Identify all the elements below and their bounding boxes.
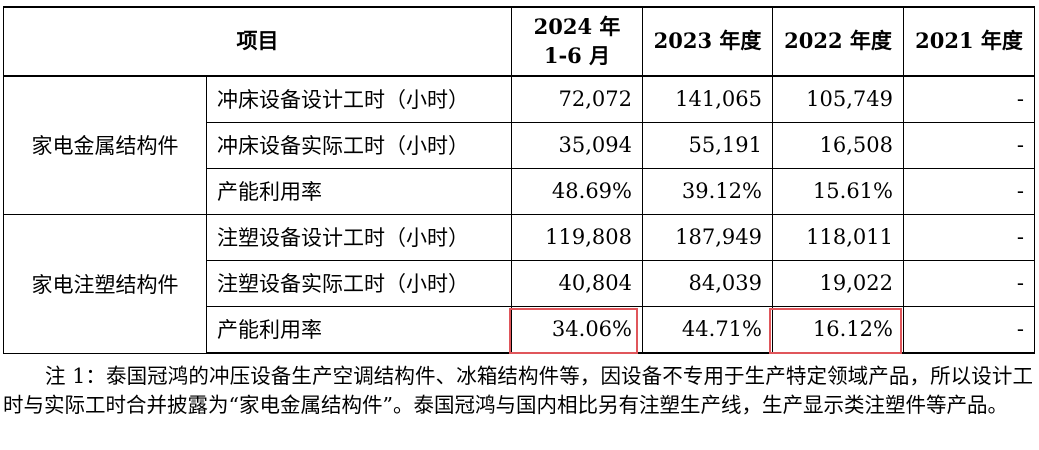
footnote: 注 1：泰国冠鸿的冲压设备生产空调结构件、冰箱结构件等，因设备不专用于生产特定领…: [3, 364, 1033, 417]
cell-2022: 118,011: [772, 213, 904, 261]
header-row: 项目 2024 年 1-6 月 2023 年度 2022 年度 2021 年度: [3, 6, 1035, 77]
cell-2023: 55,191: [642, 121, 773, 169]
cell-2023: 39.12%: [642, 167, 773, 215]
header-item: 项目: [3, 6, 512, 77]
row-item: 冲床设备实际工时（小时）: [206, 121, 512, 169]
row-item: 产能利用率: [206, 167, 512, 215]
cell-2023: 187,949: [642, 213, 773, 261]
cell-2021: -: [903, 305, 1035, 354]
highlight-box-2024: [509, 308, 638, 354]
row-item: 注塑设备实际工时（小时）: [206, 259, 512, 307]
cell-2024: 119,808: [511, 213, 643, 261]
cell-2024: 72,072: [511, 75, 643, 123]
cell-2021: -: [903, 213, 1035, 261]
header-2023: 2023 年度: [642, 6, 773, 77]
capacity-table: 项目 2024 年 1-6 月 2023 年度 2022 年度 2021 年度 …: [3, 6, 1035, 354]
cell-2024: 48.69%: [511, 167, 643, 215]
cell-2023: 141,065: [642, 75, 773, 123]
row-item: 注塑设备设计工时（小时）: [206, 213, 512, 261]
header-2024-line1: 2024 年: [533, 14, 621, 40]
table-row: 产能利用率 34.06% 44.71% 16.12% -: [4, 305, 1035, 354]
cell-2022: 105,749: [772, 75, 904, 123]
cell-2024: 35,094: [511, 121, 643, 169]
cell-2022: 15.61%: [772, 167, 904, 215]
cell-2024: 40,804: [511, 259, 643, 307]
header-2024-h1: 2024 年 1-6 月: [511, 6, 643, 77]
header-2024-line2: 1-6 月: [543, 42, 611, 68]
cell-2023: 44.71%: [642, 305, 773, 354]
group-plastic: 家电注塑结构件: [3, 213, 207, 354]
table-row: 家电金属结构件 冲床设备设计工时（小时） 72,072 141,065 105,…: [3, 75, 1035, 215]
highlight-box-2022: [769, 308, 902, 354]
cell-2022: 19,022: [772, 259, 904, 307]
table-row: 产能利用率 48.69% 39.12% 15.61% -: [4, 167, 1035, 215]
cell-2024: 34.06%: [511, 305, 643, 354]
cell-2021: -: [903, 167, 1035, 215]
cell-2022: 16,508: [772, 121, 904, 169]
row-item: 产能利用率: [206, 305, 512, 354]
header-2022: 2022 年度: [772, 6, 904, 77]
row-item: 冲床设备设计工时（小时）: [206, 75, 512, 123]
cell-2022: 16.12%: [772, 305, 904, 354]
group-metal: 家电金属结构件: [3, 75, 207, 215]
cell-2021: -: [903, 121, 1035, 169]
cell-2021: -: [903, 75, 1035, 123]
header-2021: 2021 年度: [903, 6, 1035, 77]
table-row: 家电注塑结构件 注塑设备设计工时（小时） 119,808 187,949 118…: [3, 213, 1035, 354]
cell-2021: -: [903, 259, 1035, 307]
cell-2023: 84,039: [642, 259, 773, 307]
